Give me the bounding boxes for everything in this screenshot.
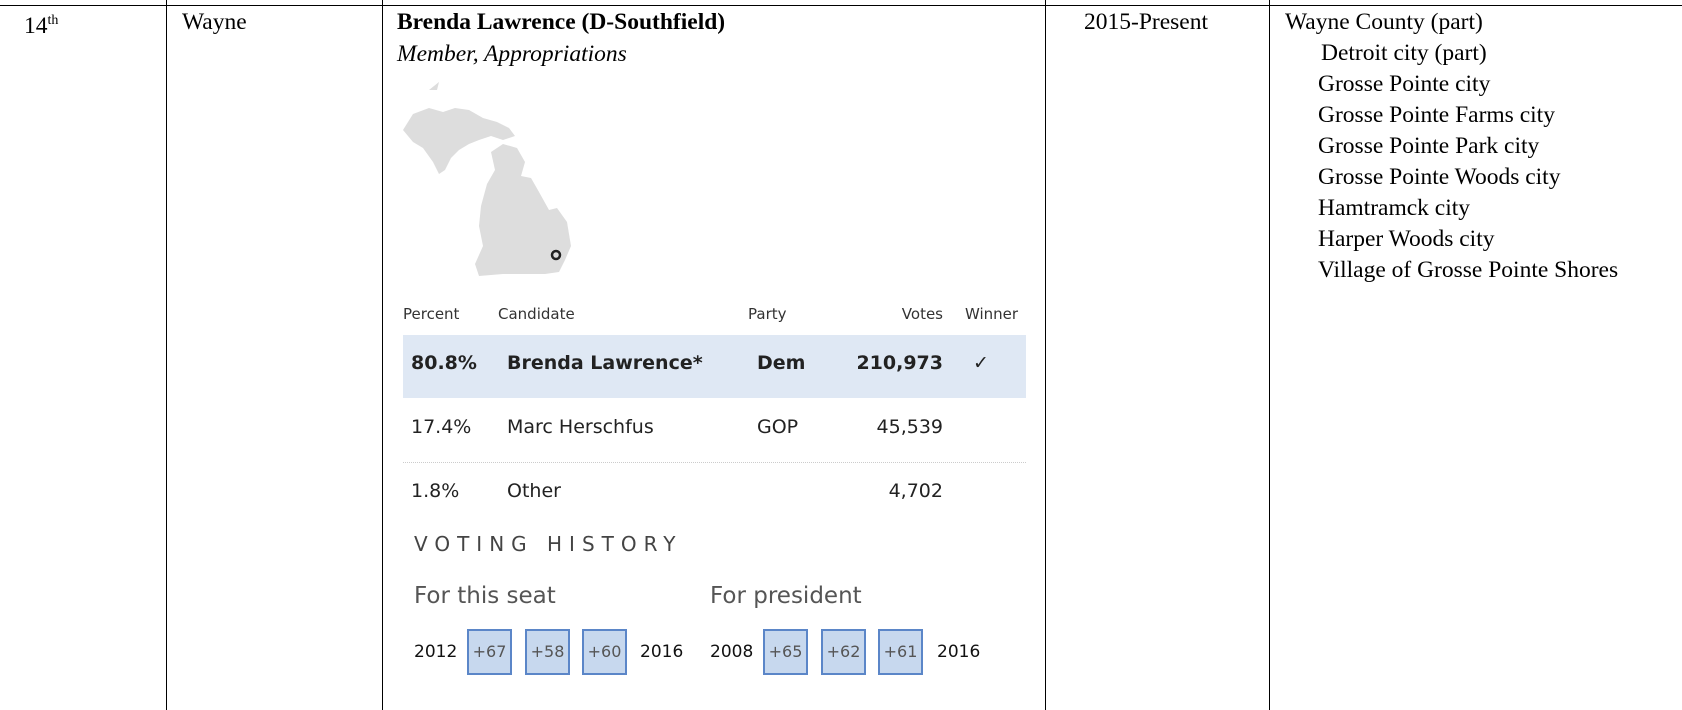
header-party: Party: [748, 305, 787, 323]
seat-label: For this seat: [414, 583, 556, 609]
area: Grosse Pointe Woods city: [1318, 164, 1561, 190]
history-end-year: 2016: [640, 642, 684, 662]
column-border: [1269, 0, 1270, 710]
district-suffix: th: [47, 13, 59, 28]
margin-box: +62: [821, 629, 866, 675]
result-winner: ✓: [973, 352, 989, 374]
area: Village of Grosse Pointe Shores: [1318, 257, 1619, 283]
margin-box: +61: [878, 629, 923, 675]
column-border: [1045, 0, 1046, 710]
result-party: GOP: [757, 416, 799, 438]
district-number: 14: [24, 12, 48, 39]
area: Grosse Pointe city: [1318, 71, 1491, 97]
area: Harper Woods city: [1318, 226, 1495, 252]
column-border: [382, 0, 383, 710]
history-end-year: 2016: [937, 642, 981, 662]
history-start-year: 2012: [414, 642, 458, 662]
result-candidate: Brenda Lawrence*: [507, 352, 703, 374]
margin-box: +67: [467, 629, 512, 675]
upper-peninsula: [403, 108, 515, 174]
table-border: [0, 5, 1682, 6]
row-separator: [403, 462, 1026, 463]
island: [429, 82, 439, 90]
history-title: VOTING HISTORY: [414, 532, 683, 556]
result-votes: 210,973: [856, 352, 943, 374]
result-votes: 4,702: [888, 480, 943, 502]
district-marker: [550, 249, 562, 261]
margin-box: +60: [582, 629, 627, 675]
result-votes: 45,539: [876, 416, 943, 438]
result-candidate: Other: [507, 480, 561, 502]
column-border: [166, 0, 167, 710]
term: 2015-Present: [1084, 9, 1209, 35]
header-votes: Votes: [901, 305, 943, 323]
michigan-map: [403, 82, 571, 276]
winner-highlight: [403, 335, 1026, 398]
area: Hamtramck city: [1318, 195, 1471, 221]
header-percent: Percent: [403, 305, 460, 323]
margin-box: +58: [525, 629, 570, 675]
member-role: Member, Appropriations: [397, 41, 627, 67]
history-start-year: 2008: [710, 642, 754, 662]
member-name: Brenda Lawrence (D-Southfield): [397, 9, 726, 35]
president-label: For president: [710, 583, 862, 609]
lower-peninsula: [475, 144, 571, 276]
result-candidate: Marc Herschfus: [507, 416, 654, 438]
result-percent: 17.4%: [411, 416, 472, 438]
header-winner: Winner: [965, 305, 1019, 323]
district: 14th: [24, 7, 58, 40]
county: Wayne: [182, 9, 247, 35]
header-candidate: Candidate: [498, 305, 575, 323]
margin-box: +65: [763, 629, 808, 675]
area: Grosse Pointe Farms city: [1318, 102, 1555, 128]
area: Detroit city (part): [1321, 40, 1487, 66]
result-percent: 1.8%: [411, 480, 460, 502]
area: Grosse Pointe Park city: [1318, 133, 1540, 159]
area: Wayne County (part): [1285, 9, 1483, 35]
result-party: Dem: [757, 352, 806, 374]
result-percent: 80.8%: [411, 352, 477, 374]
